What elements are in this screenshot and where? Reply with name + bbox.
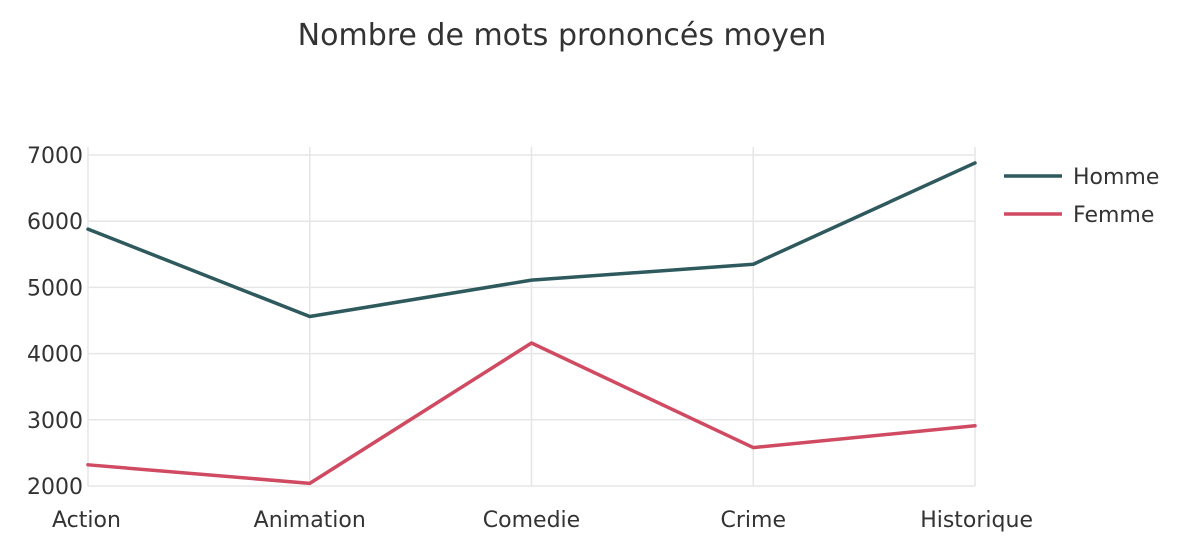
x-tick-label: Crime [721, 508, 786, 533]
legend-label-femme: Femme [1073, 203, 1154, 228]
x-tick-label: Animation [254, 508, 366, 533]
y-tick-label: 5000 [27, 276, 83, 301]
y-tick-label: 7000 [27, 144, 83, 169]
series-lines [86, 161, 977, 486]
legend: Homme Femme [1004, 165, 1159, 228]
series-line-homme [86, 161, 977, 319]
legend-label-homme: Homme [1073, 165, 1159, 190]
series-line-femme [86, 341, 977, 486]
grid [87, 147, 976, 487]
y-tick-label: 4000 [27, 343, 83, 368]
x-axis-ticks: Action Animation Comedie Crime Historique [52, 508, 1033, 533]
chart-title: Nombre de mots prononcés moyen [298, 18, 827, 53]
y-axis-ticks: 2000 3000 4000 5000 6000 7000 [27, 144, 83, 500]
y-tick-label: 3000 [27, 409, 83, 434]
y-tick-label: 6000 [27, 210, 83, 235]
y-tick-label: 2000 [27, 475, 83, 500]
x-tick-label: Historique [920, 508, 1033, 533]
x-tick-label: Action [52, 508, 121, 533]
x-tick-label: Comedie [483, 508, 580, 533]
